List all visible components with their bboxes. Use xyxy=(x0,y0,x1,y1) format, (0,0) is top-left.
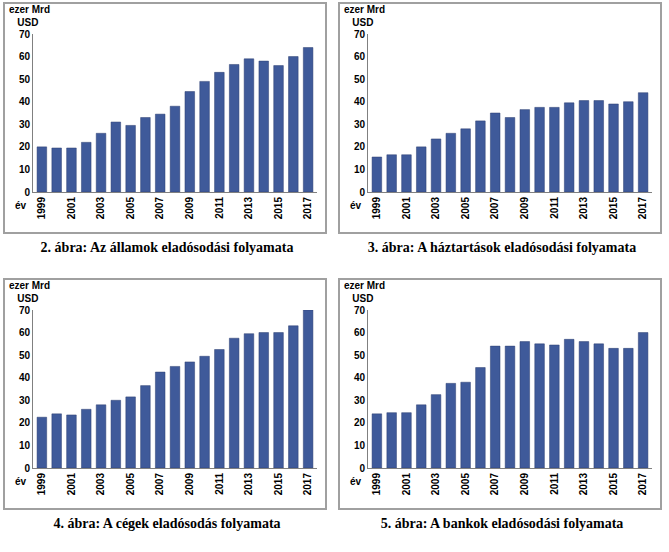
svg-text:20: 20 xyxy=(354,141,366,152)
svg-text:40: 40 xyxy=(19,96,31,107)
svg-text:30: 30 xyxy=(19,119,31,130)
html-text:3. ábra: A háztartások eladóso: 3. ábra: A háztartások eladósodási folya… xyxy=(367,240,637,255)
svg-text:2015: 2015 xyxy=(608,473,619,496)
svg-text:0: 0 xyxy=(24,187,30,198)
svg-text:70: 70 xyxy=(19,305,31,316)
svg-text:2009: 2009 xyxy=(519,473,530,496)
svg-text:40: 40 xyxy=(354,372,366,383)
svg-text:10: 10 xyxy=(354,440,366,451)
svg-text:1999: 1999 xyxy=(371,197,382,220)
svg-text:2001: 2001 xyxy=(66,473,77,496)
svg-text:2007: 2007 xyxy=(154,197,165,220)
html-text:5. ábra: A bankok eladósodási: 5. ábra: A bankok eladósodási folyamata xyxy=(380,516,624,531)
svg-text:40: 40 xyxy=(354,96,366,107)
svg-text:30: 30 xyxy=(19,395,31,406)
svg-text:60: 60 xyxy=(354,327,366,338)
svg-text:0: 0 xyxy=(359,463,365,474)
svg-text:10: 10 xyxy=(354,164,366,175)
svg-text:év: év xyxy=(15,476,27,487)
svg-text:2003: 2003 xyxy=(95,197,106,220)
svg-text:2009: 2009 xyxy=(519,197,530,220)
svg-text:2007: 2007 xyxy=(489,197,500,220)
svg-text:70: 70 xyxy=(354,305,366,316)
svg-text:70: 70 xyxy=(354,29,366,40)
svg-text:50: 50 xyxy=(19,350,31,361)
svg-text:2001: 2001 xyxy=(401,473,412,496)
svg-text:2005: 2005 xyxy=(460,473,471,496)
svg-text:2013: 2013 xyxy=(578,197,589,220)
svg-text:1999: 1999 xyxy=(36,197,47,220)
svg-text:20: 20 xyxy=(19,141,31,152)
svg-text:2017: 2017 xyxy=(302,473,313,496)
svg-text:2011: 2011 xyxy=(549,473,560,495)
svg-text:év: év xyxy=(350,200,362,211)
svg-text:10: 10 xyxy=(19,164,31,175)
svg-text:20: 20 xyxy=(354,417,366,428)
svg-text:30: 30 xyxy=(354,119,366,130)
svg-text:60: 60 xyxy=(19,51,31,62)
svg-text:2003: 2003 xyxy=(430,197,441,220)
svg-text:ezer Mrd USD: ezer Mrd USD xyxy=(344,4,385,28)
svg-text:év: év xyxy=(15,200,27,211)
svg-text:2015: 2015 xyxy=(273,197,284,220)
svg-text:2009: 2009 xyxy=(184,473,195,496)
svg-text:1999: 1999 xyxy=(36,473,47,496)
svg-text:2017: 2017 xyxy=(302,197,313,220)
html-text:4. ábra: A cégek eladósodás fo: 4. ábra: A cégek eladósodás folyamata xyxy=(53,516,281,531)
svg-text:2007: 2007 xyxy=(489,473,500,496)
svg-text:0: 0 xyxy=(24,463,30,474)
svg-text:2003: 2003 xyxy=(95,473,106,496)
svg-text:50: 50 xyxy=(354,74,366,85)
svg-text:2011: 2011 xyxy=(214,197,225,219)
svg-text:2015: 2015 xyxy=(273,473,284,496)
svg-text:2007: 2007 xyxy=(154,473,165,496)
svg-text:10: 10 xyxy=(19,440,31,451)
svg-text:2017: 2017 xyxy=(637,473,648,496)
svg-text:2001: 2001 xyxy=(66,197,77,220)
svg-text:70: 70 xyxy=(19,29,31,40)
svg-text:40: 40 xyxy=(19,372,31,383)
svg-text:2017: 2017 xyxy=(637,197,648,220)
svg-text:2013: 2013 xyxy=(243,473,254,496)
svg-text:2013: 2013 xyxy=(578,473,589,496)
svg-text:2009: 2009 xyxy=(184,197,195,220)
svg-text:2011: 2011 xyxy=(549,197,560,219)
svg-text:50: 50 xyxy=(19,74,31,85)
svg-text:0: 0 xyxy=(359,187,365,198)
svg-text:2005: 2005 xyxy=(460,197,471,220)
svg-text:év: év xyxy=(350,476,362,487)
svg-text:ezer Mrd USD: ezer Mrd USD xyxy=(9,4,50,28)
svg-text:2005: 2005 xyxy=(125,473,136,496)
svg-text:ezer Mrd USD: ezer Mrd USD xyxy=(9,280,50,304)
svg-text:50: 50 xyxy=(354,350,366,361)
svg-text:1999: 1999 xyxy=(371,473,382,496)
svg-text:60: 60 xyxy=(354,51,366,62)
svg-text:ezer Mrd USD: ezer Mrd USD xyxy=(344,280,385,304)
svg-text:2001: 2001 xyxy=(401,197,412,220)
svg-text:2011: 2011 xyxy=(214,473,225,495)
svg-text:2003: 2003 xyxy=(430,473,441,496)
svg-text:2005: 2005 xyxy=(125,197,136,220)
svg-text:20: 20 xyxy=(19,417,31,428)
svg-text:2013: 2013 xyxy=(243,197,254,220)
svg-text:30: 30 xyxy=(354,395,366,406)
svg-text:60: 60 xyxy=(19,327,31,338)
svg-text:2015: 2015 xyxy=(608,197,619,220)
html-text:2. ábra: Az államok eladósodás: 2. ábra: Az államok eladósodási folyamat… xyxy=(40,240,294,255)
